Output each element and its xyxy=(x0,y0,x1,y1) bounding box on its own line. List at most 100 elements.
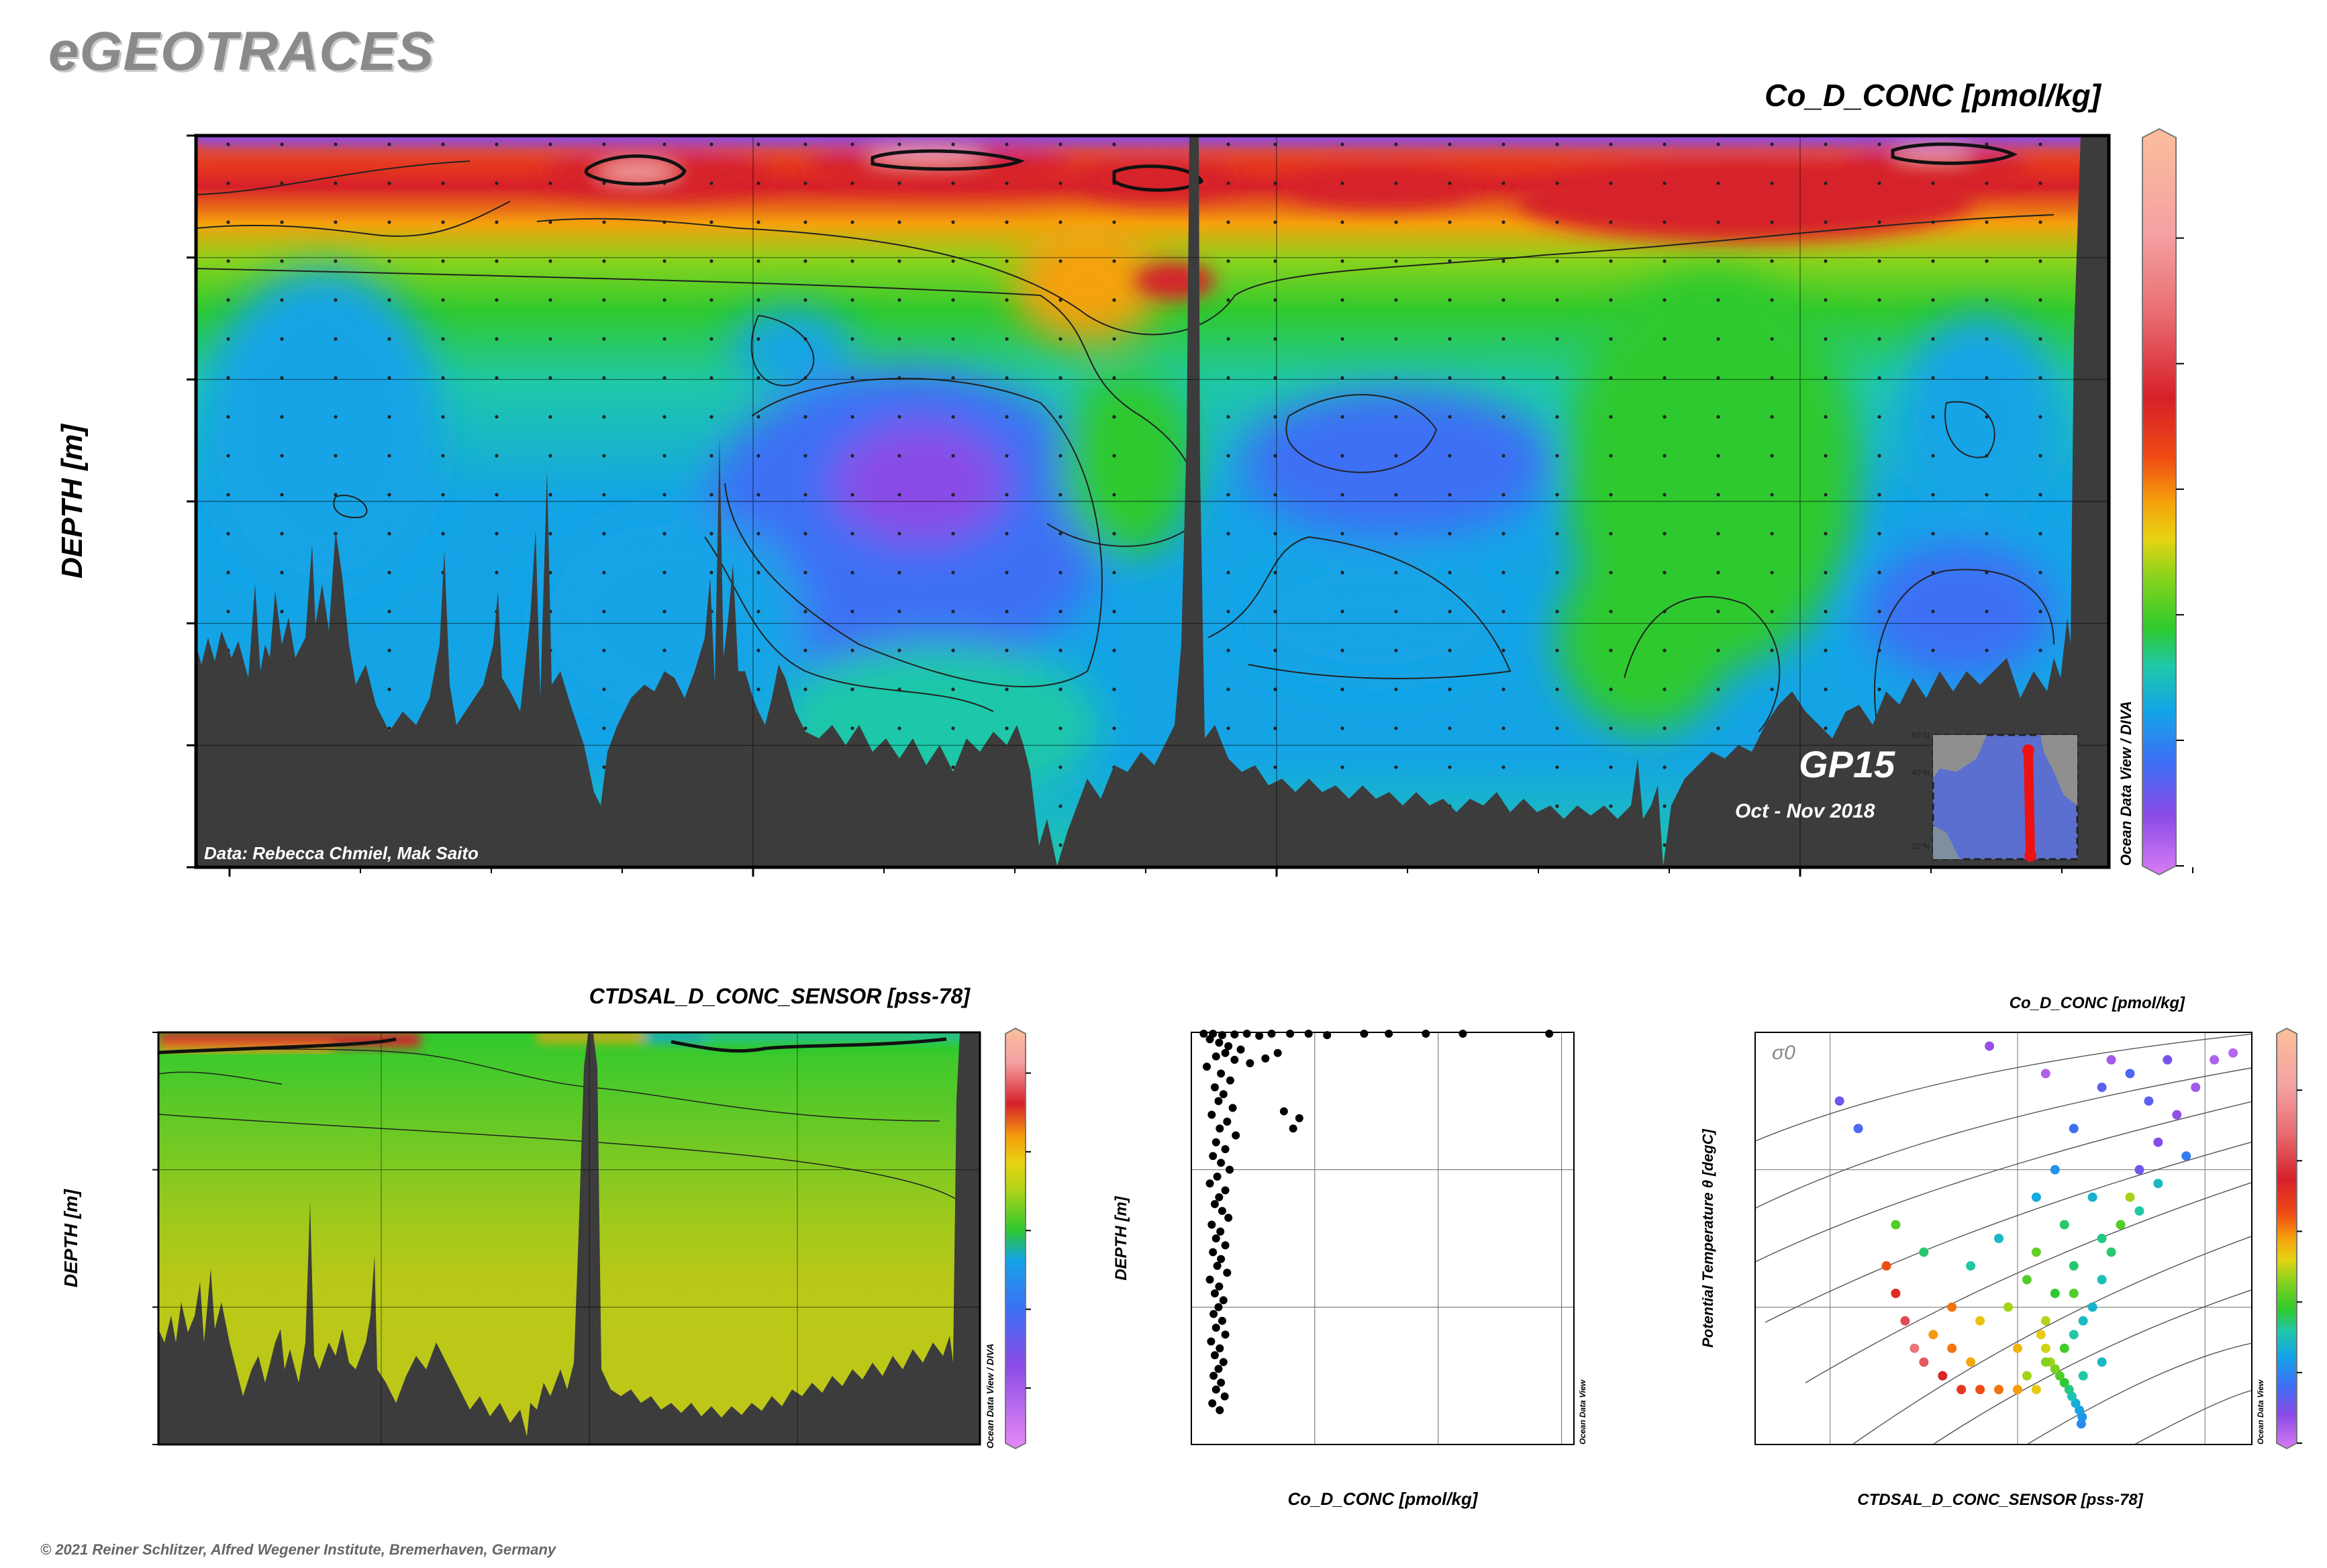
station-sample-dot xyxy=(280,181,284,185)
station-sample-dot xyxy=(756,687,760,691)
scatter-point xyxy=(1242,1030,1251,1038)
station-sample-dot xyxy=(662,493,666,497)
station-sample-dot xyxy=(951,298,955,302)
station-sample-dot xyxy=(1985,415,1989,419)
station-sample-dot xyxy=(1716,609,1720,614)
station-sample-dot xyxy=(1226,220,1230,224)
station-sample-dot xyxy=(1448,609,1452,614)
station-sample-dot xyxy=(662,142,666,146)
station-sample-dot xyxy=(1005,337,1009,341)
station-sample-dot xyxy=(1448,259,1452,263)
station-sample-dot xyxy=(1770,648,1774,652)
station-sample-dot xyxy=(2038,609,2042,614)
inset-lat-60n: 60°N xyxy=(1912,731,1930,740)
station-sample-dot xyxy=(1501,376,1505,380)
station-sample-dot xyxy=(951,687,955,691)
station-sample-dot xyxy=(1985,648,1989,652)
station-sample-dot xyxy=(1663,648,1667,652)
station-sample-dot xyxy=(334,454,338,458)
ts-point xyxy=(1891,1288,1901,1298)
station-sample-dot xyxy=(1555,765,1559,769)
inset-lat-20n: 20°N xyxy=(1912,842,1930,851)
station-sample-dot xyxy=(1770,687,1774,691)
station-sample-dot xyxy=(1716,454,1720,458)
station-sample-dot xyxy=(1555,493,1559,497)
scatter-point xyxy=(1273,1048,1282,1057)
station-sample-dot xyxy=(1877,376,1881,380)
station-sample-dot xyxy=(548,415,552,419)
station-sample-dot xyxy=(495,181,499,185)
station-sample-dot xyxy=(897,181,901,185)
station-sample-dot xyxy=(1663,181,1667,185)
station-sample-dot xyxy=(280,220,284,224)
ts-point xyxy=(2134,1206,2144,1216)
station-sample-dot xyxy=(803,415,807,419)
ts-point xyxy=(2210,1055,2220,1065)
station-sample-dot xyxy=(850,454,854,458)
station-sample-dot xyxy=(1555,454,1559,458)
station-sample-dot xyxy=(495,259,499,263)
station-sample-dot xyxy=(226,220,230,224)
station-sample-dot xyxy=(1112,220,1116,224)
salinity-section-plot: CTDSAL_D_CONC_SENSOR [pss-78] DEPTH [m] … xyxy=(60,984,1031,1450)
station-sample-dot xyxy=(662,298,666,302)
ts-point xyxy=(2031,1192,2041,1202)
station-sample-dot xyxy=(1394,376,1398,380)
scatter-point xyxy=(1545,1030,1554,1038)
station-sample-dot xyxy=(709,415,713,419)
station-sample-dot xyxy=(1663,337,1667,341)
station-sample-dot xyxy=(1985,259,1989,263)
ts-point xyxy=(2059,1377,2069,1387)
station-sample-dot xyxy=(951,220,955,224)
ts-point xyxy=(2040,1343,2050,1353)
station-sample-dot xyxy=(1394,765,1398,769)
station-sample-dot xyxy=(951,571,955,575)
station-sample-dot xyxy=(602,220,606,224)
station-sample-dot xyxy=(1931,259,1935,263)
station-sample-dot xyxy=(1609,571,1613,575)
scatter-point xyxy=(1228,1104,1237,1112)
station-sample-dot xyxy=(1058,726,1062,730)
station-sample-dot xyxy=(1609,415,1613,419)
ts-point xyxy=(2097,1357,2107,1367)
scatter-point xyxy=(1221,1241,1230,1250)
station-sample-dot xyxy=(495,298,499,302)
station-sample-dot xyxy=(951,259,955,263)
station-sample-dot xyxy=(662,648,666,652)
station-sample-dot xyxy=(1770,376,1774,380)
station-sample-dot xyxy=(1058,804,1062,808)
ts-point xyxy=(1975,1316,1985,1326)
scatter-point xyxy=(1214,1303,1223,1312)
scatter-point xyxy=(1205,1179,1214,1188)
station-sample-dot xyxy=(602,726,606,730)
station-sample-dot xyxy=(662,376,666,380)
station-sample-dot xyxy=(1273,726,1277,730)
scatter-point xyxy=(1211,1052,1220,1061)
station-sample-dot xyxy=(1340,337,1344,341)
station-sample-dot xyxy=(1609,804,1613,808)
station-sample-dot xyxy=(387,571,391,575)
station-sample-dot xyxy=(1501,142,1505,146)
ts-point xyxy=(2097,1234,2107,1243)
station-sample-dot xyxy=(2038,532,2042,536)
ts-point xyxy=(1891,1220,1901,1230)
station-sample-dot xyxy=(1005,454,1009,458)
station-sample-dot xyxy=(1448,298,1452,302)
station-sample-dot xyxy=(1394,415,1398,419)
station-sample-dot xyxy=(1716,687,1720,691)
station-sample-dot xyxy=(334,337,338,341)
station-sample-dot xyxy=(1716,337,1720,341)
station-sample-dot xyxy=(1663,687,1667,691)
station-sample-dot xyxy=(495,337,499,341)
ts-point xyxy=(2097,1082,2107,1092)
station-sample-dot xyxy=(548,376,552,380)
station-sample-dot xyxy=(1501,259,1505,263)
station-sample-dot xyxy=(1112,571,1116,575)
station-sample-dot xyxy=(897,415,901,419)
ts-point xyxy=(2078,1316,2088,1326)
station-sample-dot xyxy=(1340,571,1344,575)
co-x-ticks xyxy=(228,867,2193,877)
station-sample-dot xyxy=(1931,648,1935,652)
station-sample-dot xyxy=(226,181,230,185)
station-sample-dot xyxy=(850,648,854,652)
